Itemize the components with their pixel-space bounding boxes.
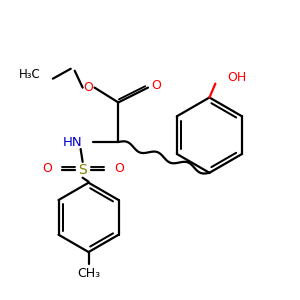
- Text: O: O: [114, 162, 124, 175]
- Text: OH: OH: [227, 71, 247, 84]
- Text: O: O: [84, 81, 94, 94]
- Text: S: S: [78, 163, 87, 177]
- Text: O: O: [151, 79, 161, 92]
- Text: CH₃: CH₃: [77, 267, 100, 280]
- Text: HN: HN: [63, 136, 83, 148]
- Text: H₃C: H₃C: [19, 68, 41, 81]
- Text: O: O: [42, 162, 52, 175]
